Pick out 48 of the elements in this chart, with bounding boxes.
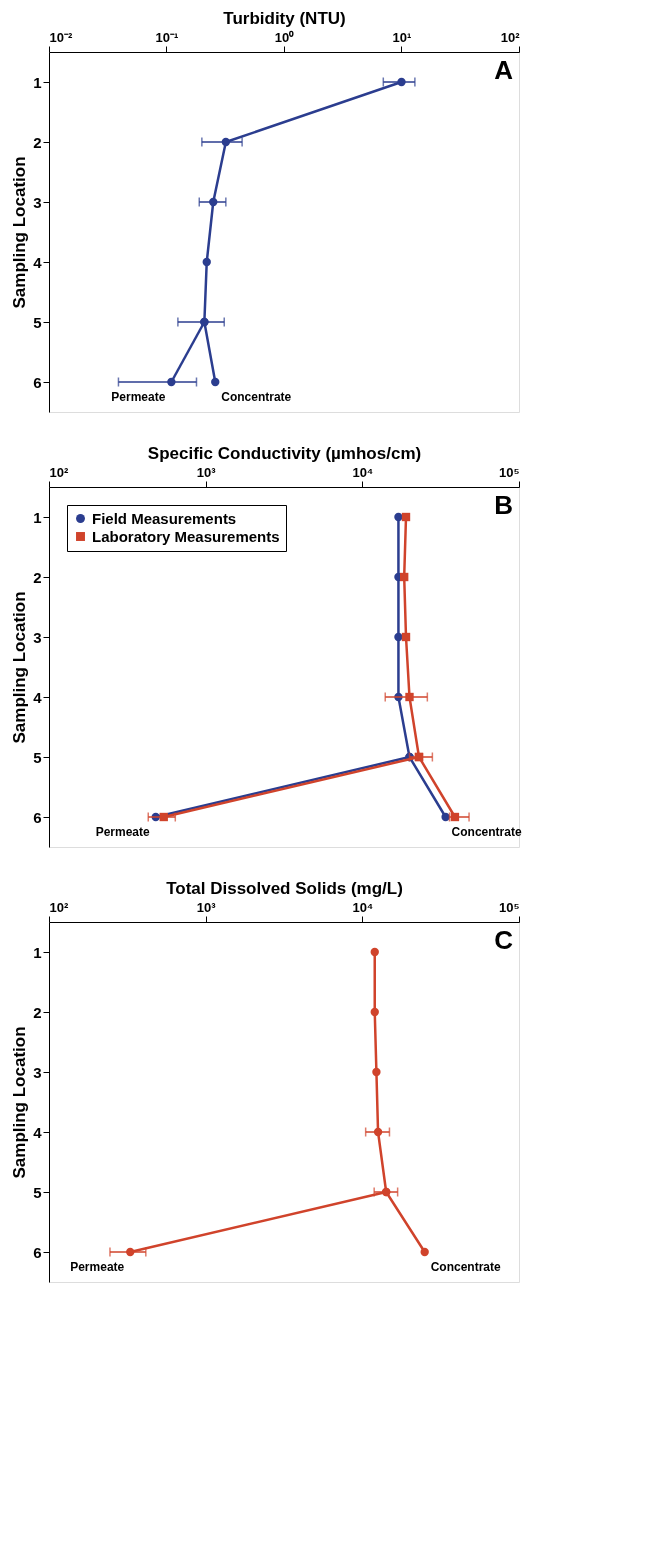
annotation: C	[494, 925, 514, 955]
y-tick-label: 4	[33, 1123, 43, 1141]
y-tick-label: 3	[33, 628, 42, 646]
annotation: B	[494, 490, 513, 520]
y-tick-label: 6	[33, 373, 42, 391]
x-tick-label: 10⁴	[352, 899, 374, 915]
x-tick-label: 10⁰	[274, 29, 295, 45]
legend-label: Laboratory Measurements	[92, 527, 280, 545]
annotation: Concentrate	[221, 390, 292, 404]
annotation: Concentrate	[451, 825, 522, 839]
x-tick-label: 10⁵	[498, 899, 520, 915]
y-tick-label: 5	[33, 1183, 42, 1201]
y-tick-label: 2	[33, 1003, 42, 1021]
x-tick-label: 10⁵	[498, 464, 520, 480]
annotation: A	[494, 55, 514, 85]
x-tick-label: 10¹	[392, 29, 412, 45]
y-tick-label: 6	[33, 1243, 42, 1261]
y-tick-label: 4	[33, 253, 43, 271]
x-tick-label: 10⁻¹	[155, 29, 179, 45]
x-axis-title: Specific Conductivity (µmhos/cm)	[147, 443, 422, 463]
y-tick-label: 6	[33, 808, 42, 826]
y-tick-label: 3	[33, 193, 42, 211]
y-tick-label: 5	[33, 748, 42, 766]
x-tick-label: 10³	[196, 464, 217, 480]
x-tick-label: 10³	[196, 899, 217, 915]
y-axis-title: Sampling Location	[10, 156, 30, 309]
y-axis-title: Sampling Location	[10, 1026, 30, 1179]
x-tick-label: 10⁻²	[49, 29, 73, 45]
y-axis-title: Sampling Location	[10, 591, 30, 744]
y-tick-label: 4	[33, 688, 43, 706]
y-tick-label: 1	[33, 508, 42, 526]
x-tick-label: 10⁴	[352, 464, 374, 480]
y-tick-label: 1	[33, 73, 42, 91]
legend-label: Field Measurements	[92, 509, 237, 527]
y-tick-label: 2	[33, 133, 42, 151]
x-tick-label: 10²	[500, 29, 521, 45]
y-tick-label: 3	[33, 1063, 42, 1081]
x-tick-label: 10²	[49, 464, 69, 480]
x-tick-label: 10²	[49, 899, 69, 915]
annotation: Permeate	[70, 1260, 125, 1274]
x-axis-title: Total Dissolved Solids (mg/L)	[166, 878, 403, 898]
annotation: Permeate	[111, 390, 166, 404]
annotation: Permeate	[95, 825, 151, 839]
annotation: Concentrate	[430, 1260, 502, 1274]
y-tick-label: 1	[33, 943, 42, 961]
x-axis-title: Turbidity (NTU)	[223, 8, 346, 28]
y-tick-label: 2	[33, 568, 42, 586]
y-tick-label: 5	[33, 313, 42, 331]
